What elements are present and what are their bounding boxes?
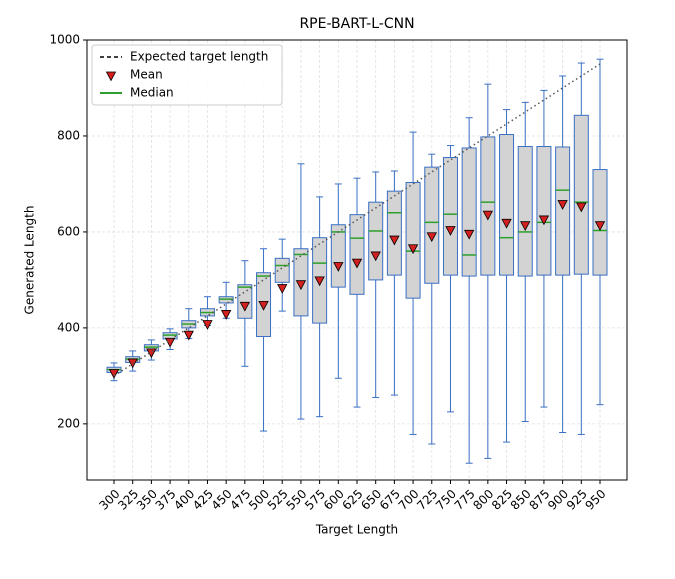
box xyxy=(330,224,346,288)
mean-marker xyxy=(164,337,176,348)
box xyxy=(499,134,515,276)
x-tick-label: 950 xyxy=(582,487,608,513)
box xyxy=(237,284,253,319)
box xyxy=(480,136,496,276)
legend-label: Expected target length xyxy=(130,50,268,64)
mean-marker xyxy=(482,210,494,221)
mean-marker xyxy=(295,280,307,291)
mean-marker xyxy=(520,221,531,232)
mean-marker xyxy=(183,330,194,341)
mean-marker xyxy=(557,200,568,210)
box xyxy=(555,146,571,276)
box xyxy=(573,114,589,275)
mean-marker xyxy=(594,221,606,232)
mean-marker xyxy=(389,235,400,246)
expected-line xyxy=(113,63,601,377)
x-axis-label: Target Length xyxy=(315,523,398,537)
y-tick-label: 200 xyxy=(57,416,80,430)
legend-swatch xyxy=(105,71,117,82)
mean-marker xyxy=(108,369,120,379)
mean-marker xyxy=(314,276,325,287)
y-tick-label: 400 xyxy=(57,320,80,334)
mean-marker xyxy=(426,232,437,243)
mean-marker xyxy=(538,215,550,226)
legend-label: Median xyxy=(130,86,174,100)
y-axis-label: Generated Length xyxy=(23,206,37,315)
box xyxy=(386,190,402,276)
legend-label: Mean xyxy=(130,68,163,82)
box xyxy=(536,146,552,276)
mean-marker xyxy=(220,310,232,320)
mean-marker xyxy=(258,300,269,311)
mean-marker xyxy=(501,218,512,229)
mean-marker xyxy=(407,244,419,255)
mean-marker xyxy=(463,229,475,240)
box xyxy=(349,214,365,295)
mean-marker xyxy=(277,284,288,294)
mean-marker xyxy=(351,258,363,269)
mean-marker xyxy=(370,251,381,262)
box xyxy=(517,146,533,277)
mean-marker xyxy=(239,301,251,312)
box xyxy=(424,166,440,284)
y-tick-label: 800 xyxy=(57,128,80,142)
box xyxy=(405,182,421,299)
box xyxy=(442,157,458,276)
chart-title: RPE-BART-L-CNN xyxy=(299,16,414,32)
y-tick-label: 600 xyxy=(57,224,80,238)
y-tick-label: 1000 xyxy=(49,33,80,47)
mean-marker xyxy=(576,202,587,213)
plot-frame xyxy=(86,39,628,481)
mean-marker xyxy=(333,262,344,272)
box xyxy=(274,257,290,283)
mean-marker xyxy=(445,226,456,236)
box xyxy=(368,201,384,281)
mean-marker xyxy=(202,320,213,330)
box xyxy=(461,147,477,277)
legend-box xyxy=(91,44,283,106)
